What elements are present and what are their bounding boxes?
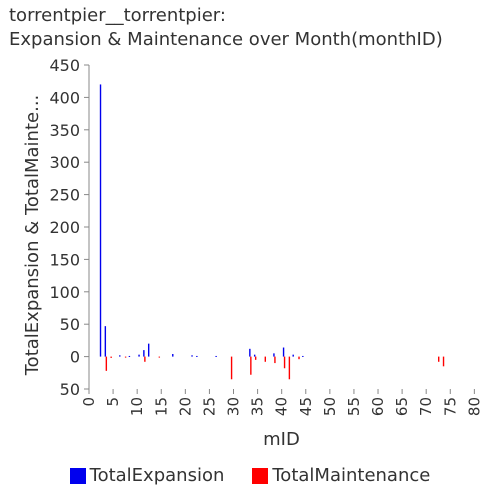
bar-maintenance[interactable] [230, 356, 233, 380]
bar-maintenance[interactable] [264, 356, 266, 362]
bar-maintenance[interactable] [158, 356, 161, 358]
y-axis-label: TotalExpansion & TotalMainte... [22, 95, 43, 377]
chart-title-line-2: Expansion & Maintenance over Month(month… [9, 29, 443, 50]
x-tick-label: 50 [321, 397, 339, 416]
bar-expansion[interactable] [249, 348, 251, 357]
y-tick-label: 50 [60, 315, 80, 334]
bar-expansion[interactable] [104, 326, 107, 357]
chart-legend: TotalExpansion TotalMaintenance [0, 465, 500, 486]
bar-maintenance[interactable] [254, 356, 257, 360]
bar-maintenance[interactable] [283, 356, 286, 369]
x-tick-label: 30 [225, 397, 243, 416]
x-tick-label: 55 [345, 397, 363, 416]
chart-bars [99, 84, 445, 380]
legend-swatch-expansion [69, 467, 86, 484]
y-tick-label: 400 [49, 88, 80, 107]
y-tick-label: 50 [60, 380, 80, 399]
x-tick-label: 25 [200, 397, 218, 416]
y-tick-label: 300 [49, 153, 80, 172]
x-tick-label: 70 [417, 397, 435, 416]
chart-title: torrentpier__torrentpier: Expansion & Ma… [9, 4, 443, 52]
x-tick-label: 60 [369, 397, 387, 416]
x-axis-label: mID [263, 429, 300, 450]
bar-maintenance[interactable] [124, 356, 127, 358]
bar-expansion[interactable] [99, 84, 102, 357]
bar-maintenance[interactable] [442, 356, 445, 367]
bar-expansion[interactable] [119, 355, 121, 357]
y-tick-label: 0 [70, 348, 80, 367]
bar-expansion[interactable] [215, 355, 217, 357]
bar-expansion[interactable] [147, 343, 150, 357]
bar-expansion[interactable] [196, 355, 198, 357]
x-tick-label: 65 [393, 397, 411, 416]
x-tick-label: 35 [249, 397, 267, 416]
legend-item-expansion[interactable]: TotalExpansion [69, 465, 225, 486]
legend-label-maintenance: TotalMaintenance [272, 465, 431, 486]
x-tick-label: 0 [80, 397, 98, 407]
chart-title-line-1: torrentpier__torrentpier: [9, 5, 226, 26]
legend-label-expansion: TotalExpansion [89, 465, 225, 486]
bar-maintenance[interactable] [298, 356, 300, 360]
x-tick-label: 15 [152, 397, 170, 416]
bar-expansion[interactable] [282, 347, 285, 357]
legend-swatch-maintenance [252, 467, 269, 484]
y-tick-label: 100 [49, 283, 80, 302]
x-tick-label: 80 [465, 397, 483, 416]
bar-expansion[interactable] [191, 355, 193, 357]
bar-expansion[interactable] [172, 354, 174, 357]
x-tick-label: 10 [128, 397, 146, 416]
bar-maintenance[interactable] [144, 356, 146, 362]
legend-item-maintenance[interactable]: TotalMaintenance [252, 465, 430, 486]
bar-expansion[interactable] [128, 355, 131, 357]
y-tick-label: 150 [49, 250, 80, 269]
bar-expansion[interactable] [138, 354, 140, 357]
y-tick-label: 350 [49, 121, 80, 140]
bar-maintenance[interactable] [438, 356, 440, 362]
bar-maintenance[interactable] [250, 356, 252, 375]
x-tick-label: 5 [104, 397, 122, 407]
x-tick-label: 40 [273, 397, 291, 416]
bar-expansion[interactable] [292, 354, 294, 357]
x-tick-label: 20 [176, 397, 194, 416]
bar-maintenance[interactable] [274, 356, 276, 364]
bar-expansion[interactable] [273, 353, 275, 357]
y-tick-label: 200 [49, 218, 80, 237]
bar-expansion[interactable] [253, 354, 256, 357]
bar-maintenance[interactable] [105, 356, 108, 371]
bar-maintenance[interactable] [288, 356, 291, 380]
bar-maintenance[interactable] [110, 356, 112, 358]
x-tick-label: 75 [441, 397, 459, 416]
x-tick-label: 45 [297, 397, 315, 416]
bar-expansion[interactable] [302, 355, 304, 357]
bar-expansion[interactable] [143, 350, 145, 357]
y-tick-label: 450 [49, 56, 80, 75]
y-tick-label: 250 [49, 186, 80, 205]
